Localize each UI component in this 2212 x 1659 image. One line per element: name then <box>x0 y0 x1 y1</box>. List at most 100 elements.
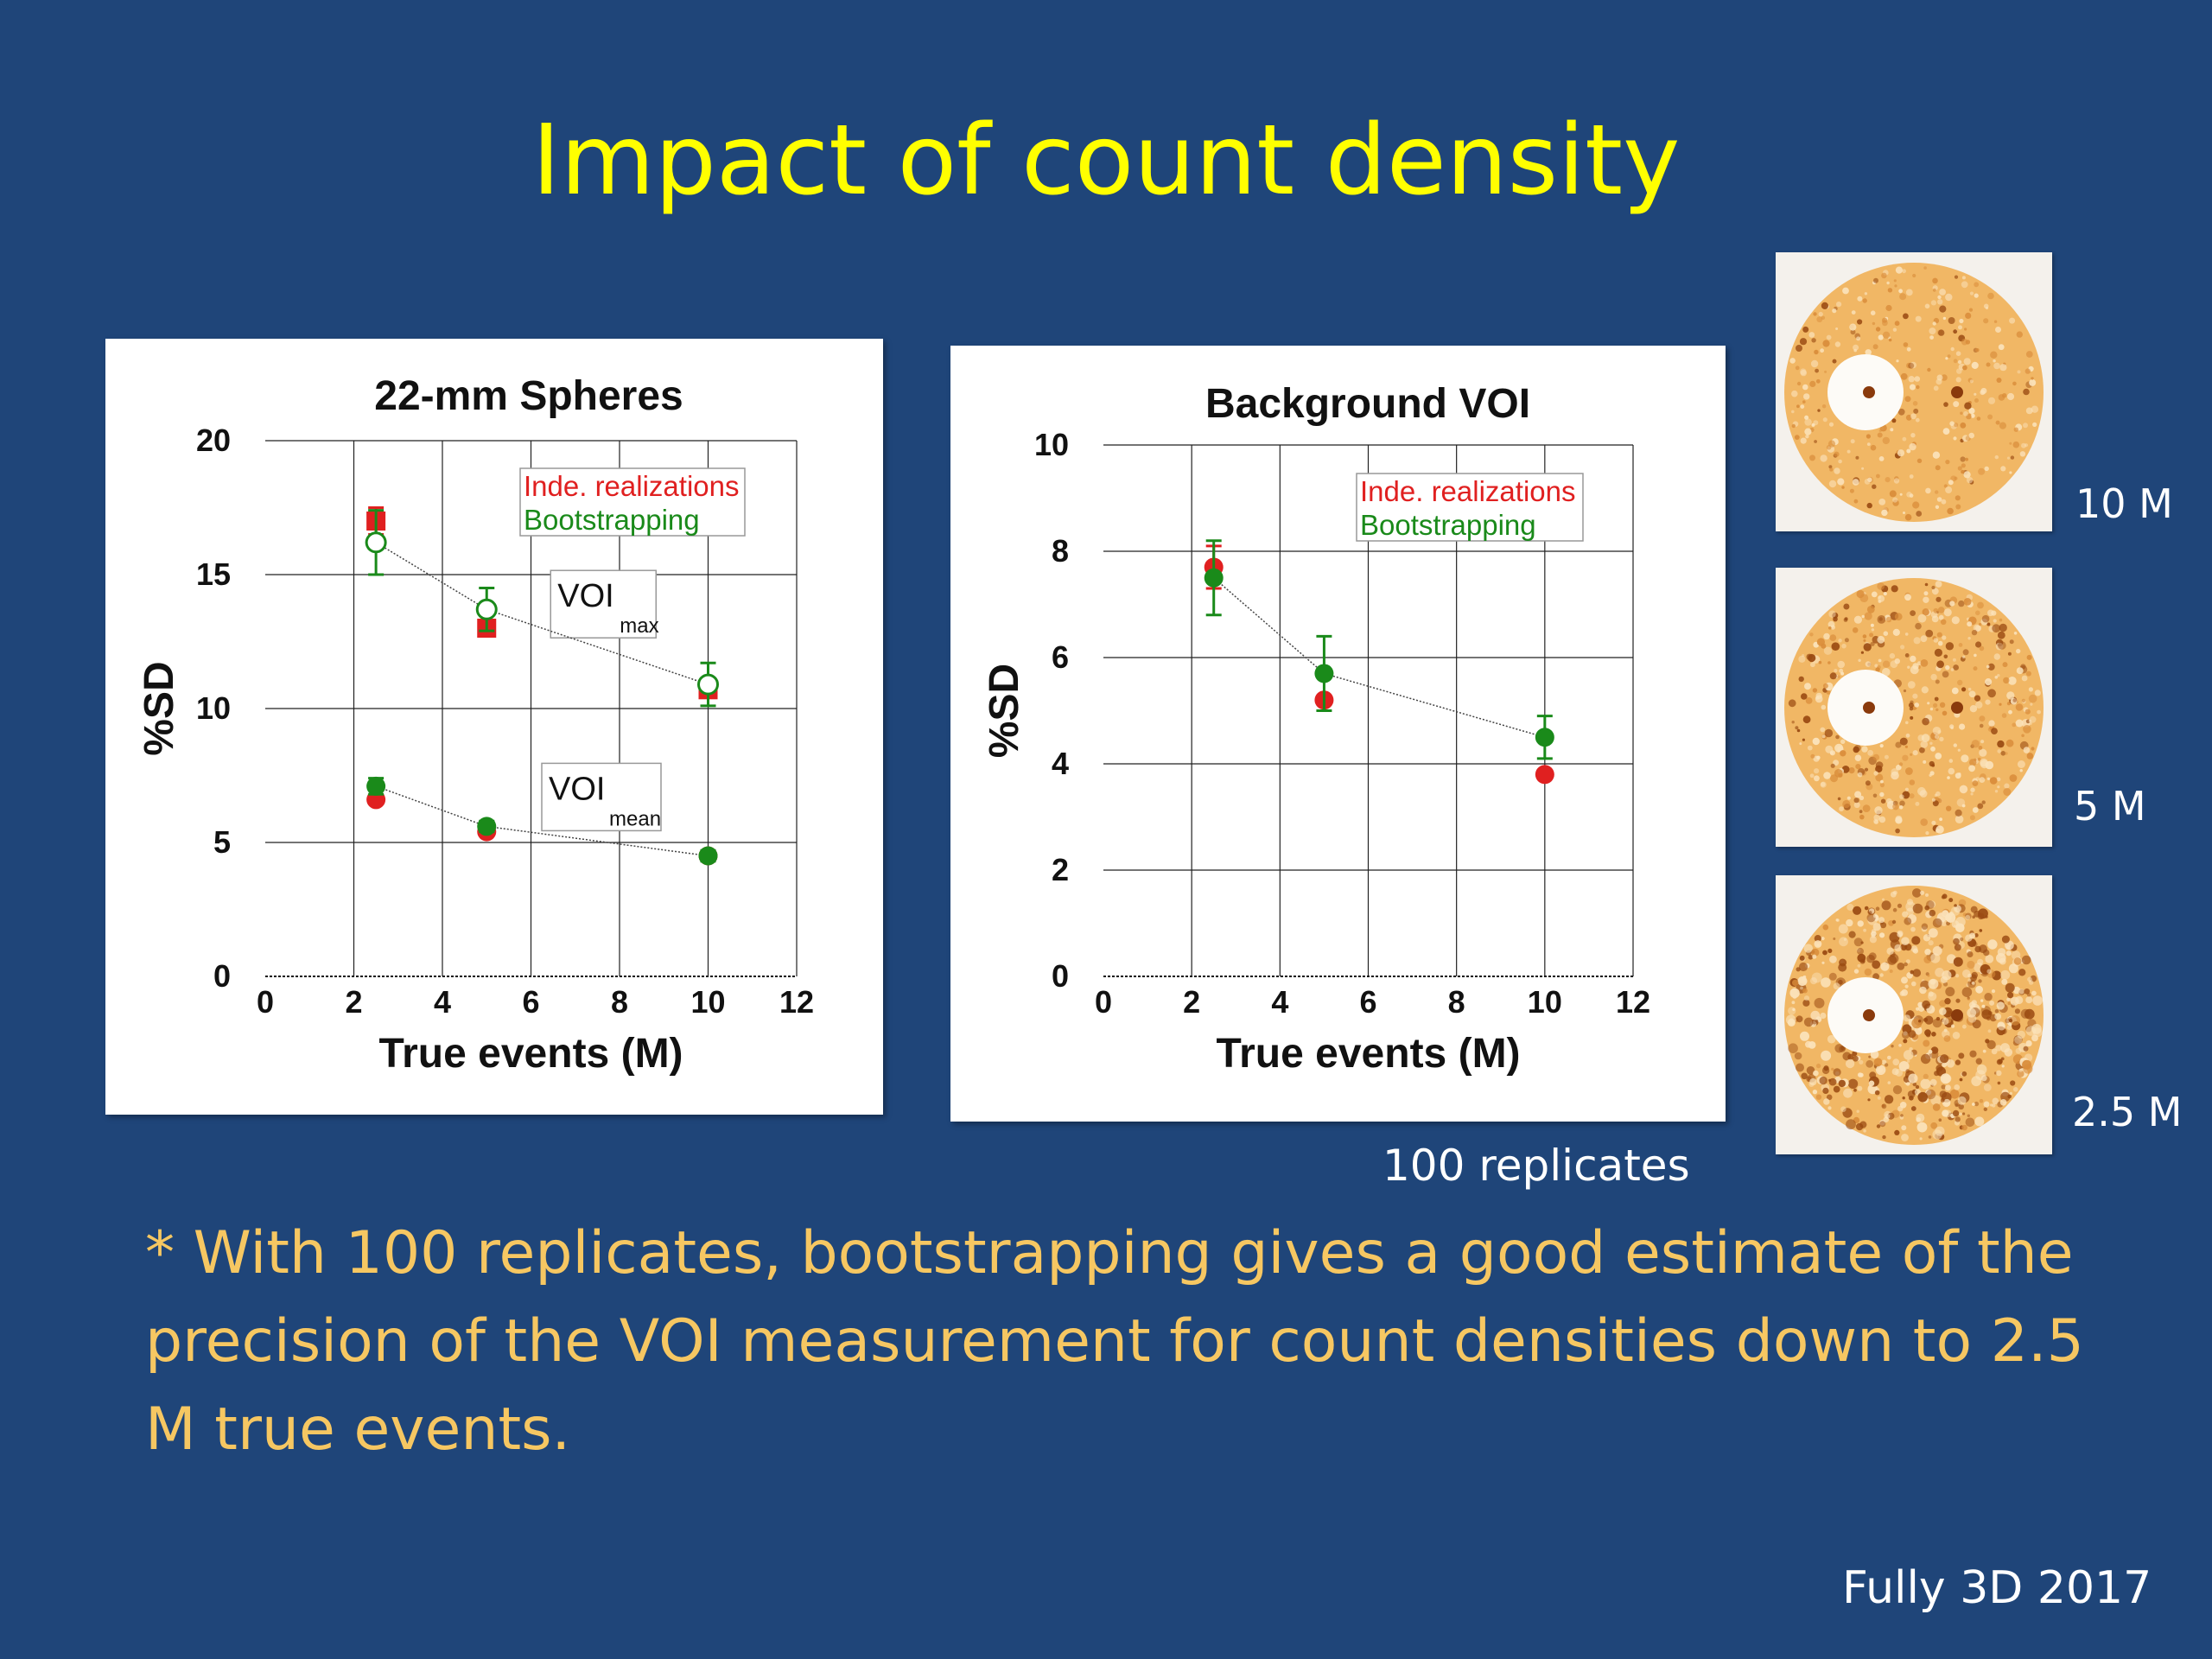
noise-speckle <box>2005 752 2008 755</box>
noise-speckle <box>1916 1113 1925 1122</box>
noise-speckle <box>1915 622 1922 630</box>
noise-speckle <box>1866 442 1871 446</box>
noise-speckle <box>1986 777 1990 780</box>
noise-speckle <box>1833 1068 1841 1077</box>
noise-speckle <box>1796 728 1801 733</box>
noise-speckle <box>1850 439 1855 444</box>
noise-speckle <box>2000 969 2011 980</box>
noise-speckle <box>1859 594 1869 602</box>
noise-speckle <box>1791 423 1796 429</box>
noise-speckle <box>2013 1087 2018 1092</box>
noise-speckle <box>2012 698 2018 702</box>
noise-speckle <box>1987 689 1996 698</box>
noise-speckle <box>2032 995 2043 1006</box>
noise-speckle <box>1802 326 1809 333</box>
noise-speckle <box>1805 697 1813 704</box>
noise-speckle <box>1893 279 1897 283</box>
noise-speckle <box>1802 977 1806 982</box>
noise-speckle <box>1904 632 1909 636</box>
phantom-disc <box>1784 263 2044 522</box>
noise-speckle <box>1853 802 1860 809</box>
noise-speckle <box>1955 809 1962 817</box>
noise-speckle <box>2000 751 2006 756</box>
noise-speckle <box>1811 338 1816 343</box>
noise-speckle <box>1882 898 1885 901</box>
noise-speckle <box>1844 617 1848 621</box>
noise-speckle <box>2025 1040 2032 1047</box>
noise-speckle <box>1890 428 1894 432</box>
noise-speckle <box>2012 722 2017 728</box>
noise-speckle <box>1929 327 1936 335</box>
noise-speckle <box>1958 1103 1964 1110</box>
noise-speckle <box>1835 734 1840 740</box>
noise-speckle <box>1859 795 1865 801</box>
noise-speckle <box>1936 632 1942 638</box>
noise-speckle <box>1809 1077 1817 1086</box>
noise-speckle <box>1997 631 2005 639</box>
noise-speckle <box>2007 652 2012 656</box>
noise-speckle <box>1904 396 1911 403</box>
noise-speckle <box>1881 509 1888 517</box>
noise-speckle <box>1895 828 1900 834</box>
noise-speckle <box>1927 367 1931 372</box>
noise-speckle <box>1961 338 1968 346</box>
noise-speckle <box>1878 594 1885 602</box>
noise-speckle <box>1927 974 1930 977</box>
noise-speckle <box>1935 490 1939 494</box>
noise-speckle <box>1937 798 1942 804</box>
noise-speckle <box>1841 643 1847 649</box>
noise-speckle <box>1821 404 1827 409</box>
hot-sphere-small <box>1863 702 1875 714</box>
noise-speckle <box>1853 1088 1857 1092</box>
noise-speckle <box>1989 1000 1995 1006</box>
noise-speckle <box>1959 1077 1963 1082</box>
noise-speckle <box>1967 973 1972 978</box>
noise-speckle <box>1955 1103 1959 1108</box>
noise-speckle <box>2012 381 2017 386</box>
noise-speckle <box>1911 981 1916 987</box>
noise-speckle <box>2012 1039 2019 1046</box>
noise-speckle <box>1967 1014 1977 1023</box>
data-point-open-circle <box>475 598 498 620</box>
noise-speckle <box>1877 582 1885 590</box>
noise-speckle <box>1892 1085 1903 1095</box>
noise-speckle <box>1814 997 1825 1008</box>
noise-speckle <box>1975 625 1981 632</box>
noise-speckle <box>1986 969 1992 974</box>
noise-speckle <box>1998 1058 2003 1065</box>
noise-speckle <box>1937 730 1942 734</box>
noise-speckle <box>1910 926 1916 932</box>
noise-speckle <box>1977 601 1984 609</box>
noise-speckle <box>1873 277 1878 283</box>
noise-speckle <box>1955 815 1964 823</box>
noise-speckle <box>2006 456 2011 460</box>
noise-speckle <box>1977 958 1984 965</box>
noise-speckle <box>1934 648 1942 657</box>
noise-speckle <box>2003 677 2010 684</box>
noise-speckle <box>1967 997 1970 1001</box>
noise-speckle <box>1937 640 1943 646</box>
noise-speckle <box>1999 1099 2007 1106</box>
noise-speckle <box>1802 384 1808 391</box>
noise-speckle <box>1822 1087 1829 1094</box>
noise-speckle <box>1815 1094 1822 1100</box>
noise-speckle <box>1839 958 1847 967</box>
noise-speckle <box>1980 1075 1987 1082</box>
noise-speckle <box>1920 890 1925 895</box>
noise-speckle <box>1910 1106 1916 1111</box>
noise-speckle <box>1821 1050 1832 1061</box>
noise-speckle <box>1810 359 1819 368</box>
noise-speckle <box>1828 1077 1837 1086</box>
noise-speckle <box>1983 1107 1987 1111</box>
noise-speckle <box>2005 1018 2011 1024</box>
noise-speckle <box>1930 673 1937 681</box>
noise-speckle <box>1837 675 1840 678</box>
noise-speckle <box>1985 699 1991 705</box>
noise-speckle <box>2029 721 2032 725</box>
noise-speckle <box>1925 1089 1932 1096</box>
noise-speckle <box>1804 418 1812 426</box>
noise-speckle <box>1970 906 1978 913</box>
noise-speckle <box>1971 982 1975 985</box>
noise-speckle <box>1934 734 1940 740</box>
noise-speckle <box>1892 907 1897 912</box>
